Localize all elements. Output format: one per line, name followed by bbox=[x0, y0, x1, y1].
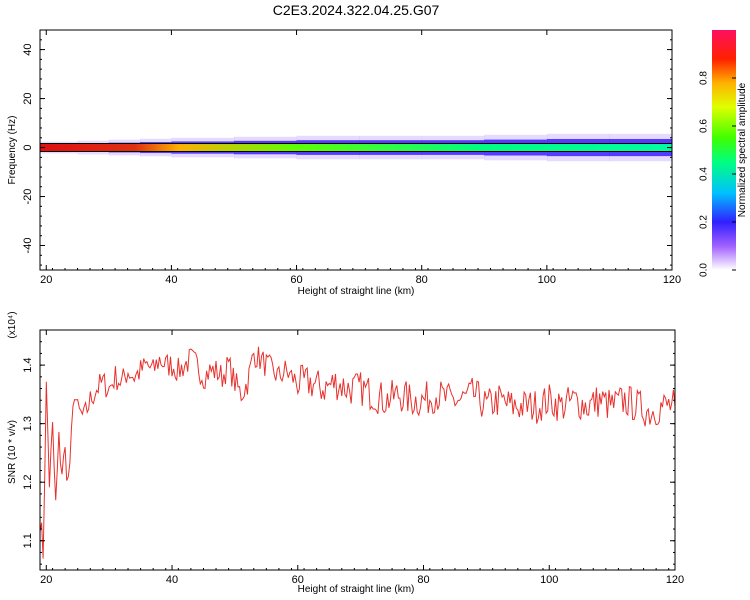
band-core bbox=[40, 144, 672, 152]
colorbar-gradient bbox=[712, 30, 736, 270]
colorbar: 0.0 0.2 0.4 0.6 0.8 Normalized spectral ampl… bbox=[699, 30, 748, 277]
y-tick-label: 1.1 bbox=[22, 533, 34, 548]
frequency-band bbox=[40, 133, 672, 162]
spectrogram-y-ticks: -40 -20 0 20 40 bbox=[22, 29, 672, 266]
y-tick-label: -20 bbox=[22, 189, 34, 205]
y-tick-label: 1.2 bbox=[22, 475, 34, 490]
colorbar-tick-label: 0.8 bbox=[699, 71, 710, 85]
x-tick-label: 120 bbox=[663, 274, 681, 286]
x-tick-label: 100 bbox=[538, 274, 556, 286]
snr-y-multiplier: (x10⁴) bbox=[7, 311, 18, 338]
x-tick-label: 80 bbox=[416, 274, 428, 286]
spectrogram-x-ticks: 20 40 60 80 100 120 bbox=[39, 30, 681, 286]
colorbar-tick-label: 0.6 bbox=[699, 119, 710, 133]
snr-series-line bbox=[40, 346, 675, 559]
y-tick-label: 0 bbox=[22, 144, 34, 150]
spectrogram-y-label: Frequency (Hz) bbox=[7, 116, 18, 185]
colorbar-ticks: 0.0 0.2 0.4 0.6 0.8 bbox=[699, 71, 736, 277]
y-tick-label: 40 bbox=[22, 43, 34, 55]
spectrogram-x-label: Height of straight line (km) bbox=[298, 286, 415, 297]
colorbar-label: Normalized spectral amplitude bbox=[737, 82, 748, 217]
x-tick-label: 60 bbox=[292, 574, 304, 586]
spectrogram-panel: 20 40 60 80 100 120 -40 -20 0 20 40 Height of str… bbox=[7, 29, 681, 297]
x-tick-label: 60 bbox=[290, 274, 302, 286]
y-tick-label: -40 bbox=[22, 238, 34, 254]
x-tick-label: 40 bbox=[165, 274, 177, 286]
x-tick-label: 120 bbox=[666, 574, 684, 586]
snr-y-label: SNR (10 * v/v) bbox=[7, 420, 18, 484]
snr-frame bbox=[39, 329, 676, 571]
spectrogram-frame bbox=[39, 29, 673, 271]
x-tick-label: 20 bbox=[40, 274, 52, 286]
y-tick-label: 1.3 bbox=[22, 416, 34, 431]
x-tick-label: 100 bbox=[540, 574, 558, 586]
chart-title: C2E3.2024.322.04.25.G07 bbox=[273, 2, 440, 18]
x-tick-label: 80 bbox=[417, 574, 429, 586]
colorbar-tick-label: 0.4 bbox=[699, 167, 710, 181]
x-tick-label: 40 bbox=[166, 574, 178, 586]
y-tick-label: 20 bbox=[22, 92, 34, 104]
snr-x-label: Height of straight line (km) bbox=[298, 584, 415, 595]
snr-y-ticks: 1.1 1.2 1.3 1.4 bbox=[22, 341, 675, 565]
colorbar-tick-label: 0.0 bbox=[699, 263, 710, 277]
y-tick-label: 1.4 bbox=[22, 357, 34, 372]
snr-x-ticks: 20 40 60 80 100 120 bbox=[39, 330, 684, 586]
colorbar-tick-label: 0.2 bbox=[699, 215, 710, 229]
x-tick-label: 20 bbox=[40, 574, 52, 586]
snr-panel: 20 40 60 80 100 120 1.1 1.2 1.3 1.4 Height of st… bbox=[7, 311, 684, 595]
